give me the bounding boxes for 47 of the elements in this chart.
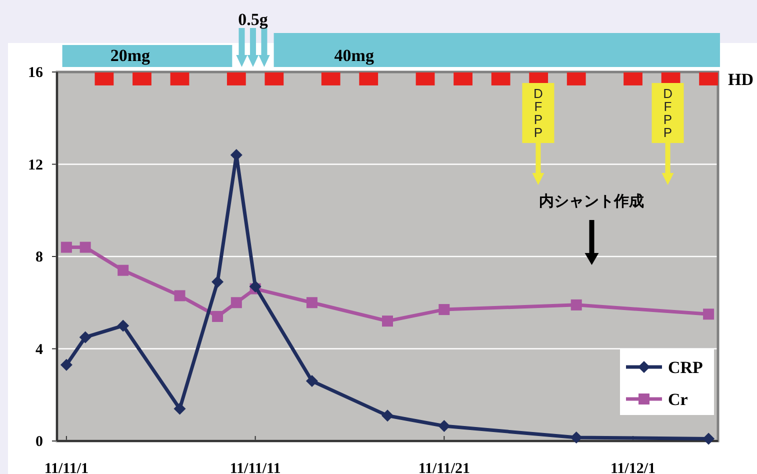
y-tick-label: 8 (36, 250, 43, 266)
point (570, 432, 582, 444)
y-tick-label: 16 (28, 65, 44, 81)
annotation: 内シャント作成 (539, 193, 644, 265)
point (570, 299, 582, 310)
point (382, 316, 393, 327)
annotation: DFPP (522, 83, 554, 185)
point (212, 276, 224, 288)
point (60, 242, 72, 253)
point (306, 297, 318, 308)
point (80, 242, 91, 253)
annotation: 40mg (274, 33, 720, 67)
point (174, 402, 186, 415)
point (382, 410, 394, 422)
point (699, 72, 718, 86)
point (60, 358, 72, 371)
point (624, 72, 642, 86)
annotation: 20mg (62, 45, 232, 67)
annotation: DFPP (663, 86, 672, 140)
y-tick-label: 12 (28, 157, 43, 174)
x-tick-label: 11/11/1 (44, 461, 89, 474)
point (454, 72, 472, 86)
y-tick-label: 0 (36, 434, 43, 450)
point (703, 308, 714, 320)
annotation: DFPP (534, 86, 543, 140)
x-tick-label: 11/11/11 (230, 461, 281, 474)
legend-label: CRP (668, 358, 703, 377)
point (702, 432, 715, 445)
annotation: 0.5g (236, 10, 270, 67)
y-tick-label: 4 (36, 342, 44, 358)
annotation: 内シャント作成 (539, 193, 644, 210)
point (118, 264, 129, 276)
annotation: DFPP (652, 83, 684, 185)
point (249, 280, 262, 292)
point (117, 320, 130, 332)
point (438, 420, 450, 432)
point (438, 304, 450, 316)
x-tick-label: 11/12/1 (610, 461, 656, 474)
point (132, 72, 152, 86)
point (174, 290, 186, 302)
x-tick-label: 11/11/21 (418, 461, 470, 474)
point (306, 375, 318, 388)
point (79, 331, 92, 344)
legend-label: Cr (668, 390, 688, 409)
point (230, 297, 242, 308)
point (212, 310, 224, 322)
series-label: HD (728, 70, 754, 89)
